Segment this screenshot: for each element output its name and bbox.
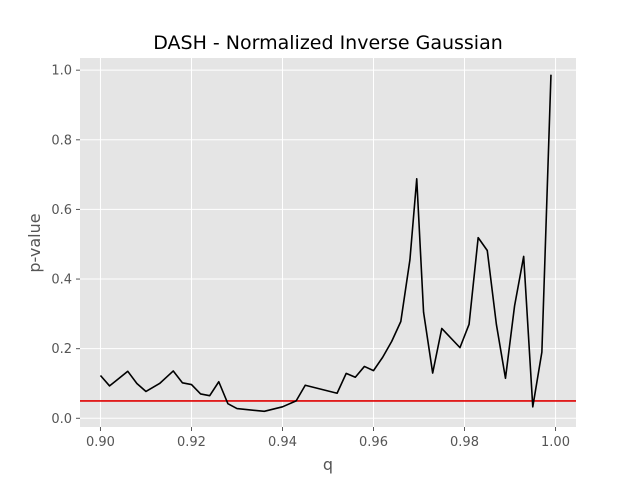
x-tick-label: 0.96 xyxy=(359,435,388,450)
grid xyxy=(80,58,576,427)
plot-area xyxy=(80,58,576,427)
x-tick-label: 0.92 xyxy=(177,435,206,450)
x-tick-label: 0.90 xyxy=(86,435,115,450)
y-tick-label: 0.6 xyxy=(51,203,72,218)
x-tick-label: 1.00 xyxy=(541,435,570,450)
y-axis-ticks: 0.0 0.2 0.4 0.6 0.8 1.0 xyxy=(51,64,80,427)
y-tick-label: 0.0 xyxy=(51,412,72,427)
y-tick-label: 0.4 xyxy=(51,273,72,288)
y-tick-label: 0.2 xyxy=(51,342,72,357)
y-tick-label: 0.8 xyxy=(51,133,72,148)
y-tick-label: 1.0 xyxy=(51,64,72,79)
x-axis-label: q xyxy=(323,455,333,474)
x-tick-label: 0.98 xyxy=(450,435,479,450)
x-tick-label: 0.94 xyxy=(268,435,297,450)
series-layer xyxy=(99,74,552,413)
y-axis-label: p-value xyxy=(25,213,44,272)
chart-title: DASH - Normalized Inverse Gaussian xyxy=(153,32,503,54)
x-axis-ticks: 0.90 0.92 0.94 0.96 0.98 1.00 xyxy=(86,427,570,450)
series-line xyxy=(99,74,552,413)
